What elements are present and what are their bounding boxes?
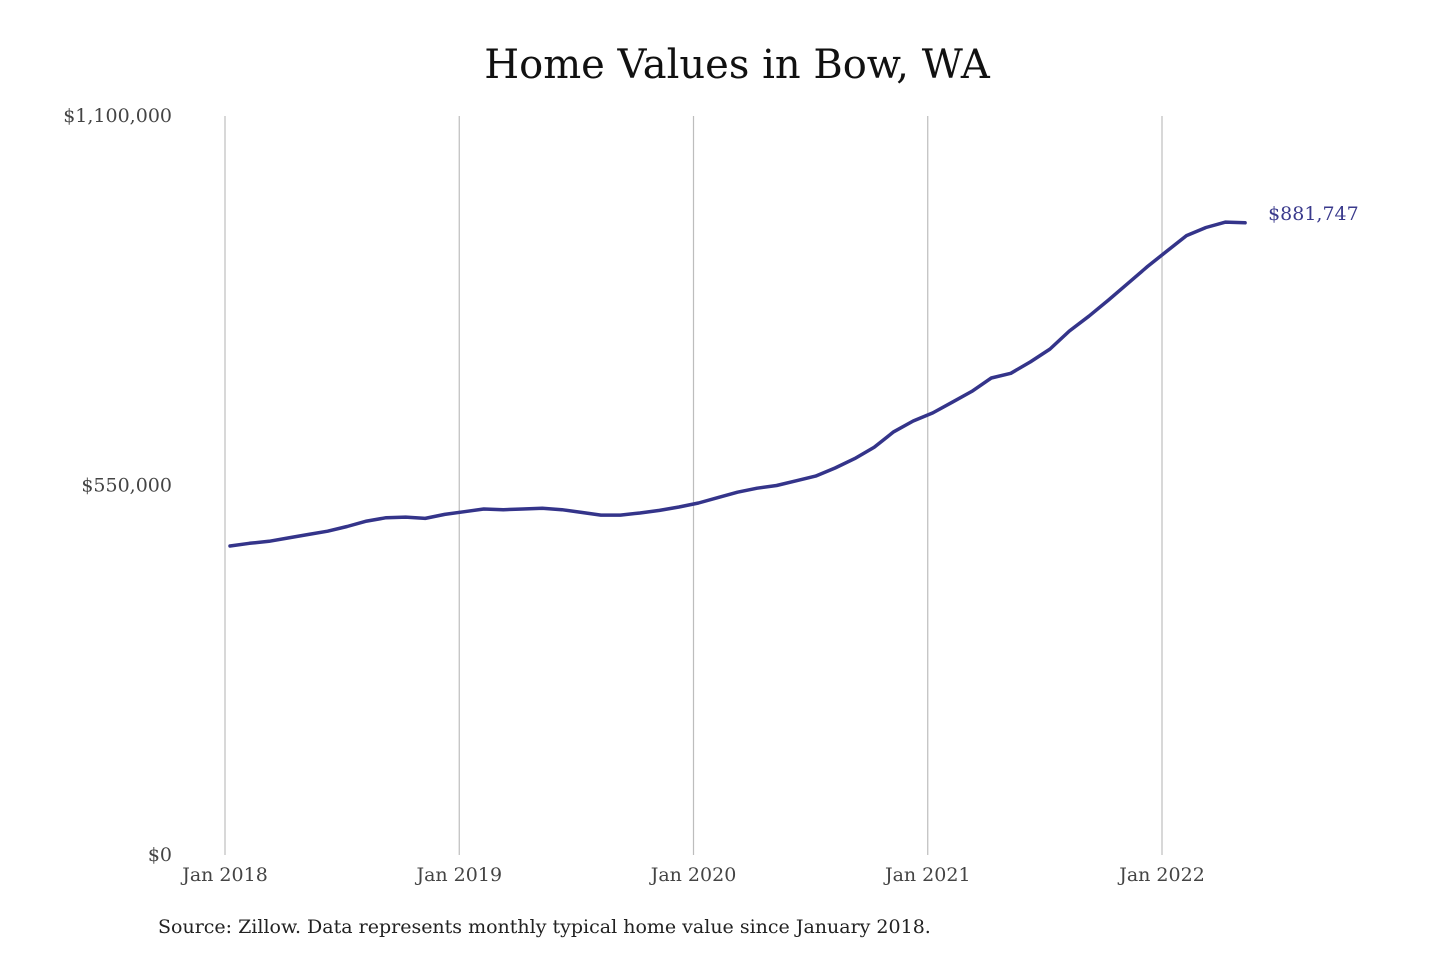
gridlines <box>224 116 1163 855</box>
x-tick-label: Jan 2020 <box>649 864 737 886</box>
y-tick-label: $550,000 <box>81 475 172 497</box>
x-axis-labels: Jan 2018 Jan 2019 Jan 2020 Jan 2021 Jan 2022 <box>180 864 1205 886</box>
chart-title: Home Values in Bow, WA <box>484 42 990 88</box>
x-tick-label: Jan 2019 <box>414 864 502 886</box>
y-axis-labels: $0 $550,000 $1,100,000 <box>63 105 172 866</box>
y-tick-label: $1,100,000 <box>63 105 172 127</box>
end-value-label: $881,747 <box>1268 203 1359 225</box>
source-note: Source: Zillow. Data represents monthly … <box>158 916 931 938</box>
y-tick-label: $0 <box>148 844 172 866</box>
home-value-line <box>228 220 1247 548</box>
x-tick-label: Jan 2021 <box>883 864 971 886</box>
x-tick-label: Jan 2018 <box>180 864 268 886</box>
x-tick-label: Jan 2022 <box>1117 864 1205 886</box>
